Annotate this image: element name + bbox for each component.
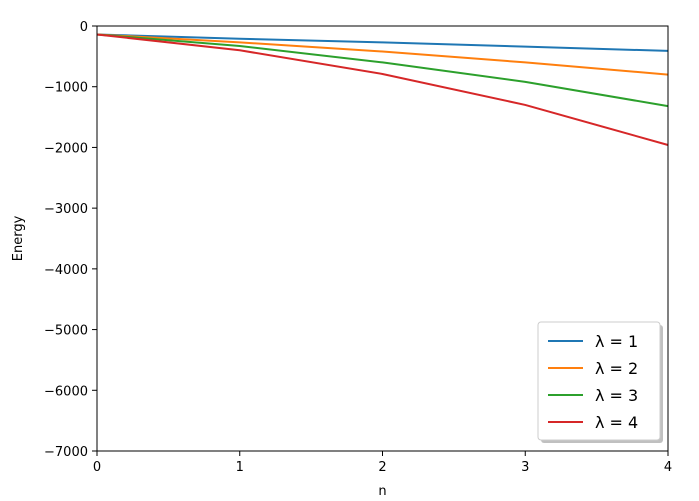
x-tick-label: 0 [93, 460, 101, 475]
y-tick-label: −4000 [44, 263, 88, 278]
x-tick-label: 4 [664, 460, 672, 475]
legend-label: λ = 2 [595, 359, 638, 378]
series-line-3 [96, 33, 669, 108]
x-tick-label: 3 [521, 460, 529, 475]
y-tick-label: −2000 [44, 141, 88, 156]
series-line-1 [96, 33, 669, 52]
y-tick-label: −7000 [44, 445, 88, 460]
legend-label: λ = 3 [595, 386, 638, 405]
series-line-4 [96, 33, 669, 146]
y-tick-label: −6000 [44, 384, 88, 399]
legend-label: λ = 4 [595, 413, 638, 432]
y-axis-label: Energy [11, 215, 26, 261]
legend: λ = 1 λ = 2 λ = 3 λ = 4 [537, 321, 663, 443]
x-tick-label: 2 [378, 460, 386, 475]
x-axis-ticks: 0 1 2 3 4 [93, 451, 672, 475]
series-line-2 [96, 33, 669, 76]
x-tick-label: 1 [236, 460, 244, 475]
plot-marks [96, 33, 669, 146]
y-tick-label: −1000 [44, 81, 88, 96]
y-axis-ticks: 0 −1000 −2000 −3000 −4000 −5000 −6000 −7000 [44, 20, 97, 460]
legend-box [537, 321, 661, 441]
y-tick-label: 0 [80, 20, 88, 35]
legend-label: λ = 1 [595, 332, 638, 351]
y-tick-label: −3000 [44, 202, 88, 217]
y-tick-label: −5000 [44, 324, 88, 339]
x-axis-label: n [378, 484, 386, 499]
